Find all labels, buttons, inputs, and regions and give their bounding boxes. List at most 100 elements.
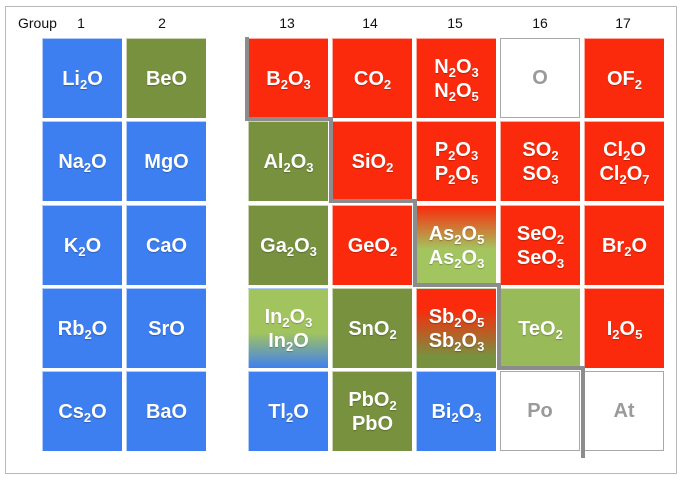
- formula-text: P: [434, 162, 449, 185]
- formula-text: SeO: [516, 222, 557, 245]
- formula-text: In: [268, 329, 286, 352]
- formula-text: O: [461, 305, 478, 328]
- formula-text: SrO: [148, 317, 185, 340]
- oxide-cell-cs2o: Cs2O: [42, 371, 122, 451]
- formula-text: As: [428, 222, 455, 245]
- formula-subscript: 2: [634, 76, 642, 92]
- formula-text: CaO: [145, 234, 188, 257]
- oxide-cell-b2o3: B2O3: [248, 38, 328, 118]
- formula-line: Bi2O3: [431, 400, 481, 424]
- formula-text: O: [293, 329, 309, 352]
- staircase-divider-7: [497, 283, 501, 369]
- formula-text: P: [434, 138, 449, 161]
- oxide-cell-sro: SrO: [126, 288, 206, 368]
- formula-line: GeO2: [348, 234, 397, 258]
- formula-text: O: [287, 67, 304, 90]
- formula-text: O: [626, 162, 643, 185]
- formula-text: Li: [62, 67, 80, 90]
- formula-line: At: [613, 399, 634, 423]
- formula-subscript: 2: [390, 243, 398, 259]
- formula-subscript: 2: [555, 326, 563, 342]
- formula-line: SnO2: [348, 317, 396, 341]
- formula-text: O: [293, 400, 309, 423]
- formula-text: BeO: [145, 67, 188, 90]
- oxide-cell-rb2o: Rb2O: [42, 288, 122, 368]
- group-number-13: 13: [279, 15, 295, 31]
- formula-subscript: 2: [83, 409, 92, 425]
- formula-subscript: 2: [619, 171, 627, 187]
- formula-text: SiO: [351, 150, 387, 173]
- formula-text: Cl: [603, 138, 624, 161]
- formula-subscript: 2: [454, 314, 462, 330]
- formula-subscript: 2: [556, 231, 565, 247]
- staircase-divider-3: [329, 117, 333, 203]
- formula-line: Cl2O7: [599, 162, 649, 186]
- oxide-cell-al2o3: Al2O3: [248, 121, 328, 201]
- staircase-divider-1: [245, 37, 249, 119]
- formula-subscript: 2: [83, 159, 92, 175]
- formula-subscript: 3: [309, 243, 317, 259]
- formula-subscript: 2: [78, 243, 86, 259]
- formula-text: Sb: [428, 305, 455, 328]
- formula-line: Sb2O3: [429, 329, 485, 353]
- formula-text: Sb: [428, 329, 455, 352]
- formula-subscript: 5: [477, 314, 485, 330]
- formula-text: O: [461, 222, 478, 245]
- formula-text: I: [606, 317, 613, 340]
- formula-line: Br2O: [602, 234, 647, 258]
- formula-text: O: [290, 150, 307, 173]
- formula-subscript: 3: [470, 147, 479, 163]
- oxide-cell-as2o5-as2o3: As2O5 As 2 O 3: [416, 205, 496, 285]
- formula-text: O: [631, 234, 648, 257]
- formula-line: P2O5: [435, 162, 478, 186]
- formula-text: CO: [353, 67, 384, 90]
- group-number-17: 17: [615, 15, 631, 31]
- formula-text: Bi: [431, 400, 452, 423]
- formula-subscript: 2: [383, 76, 392, 92]
- formula-subscript: 2: [282, 314, 290, 330]
- formula-text: SO: [522, 162, 552, 185]
- group-number-14: 14: [362, 15, 378, 31]
- group-number-1: 1: [77, 15, 85, 31]
- formula-subscript: 7: [642, 171, 650, 187]
- formula-subscript: 2: [285, 338, 294, 354]
- staircase-divider-4: [329, 199, 417, 203]
- formula-subscript: 2: [454, 255, 462, 271]
- formula-subscript: 3: [477, 255, 485, 271]
- formula-text: O: [455, 79, 472, 102]
- formula-text: B: [266, 67, 281, 90]
- formula-line: Po: [527, 399, 553, 423]
- formula-subscript: 2: [386, 159, 394, 175]
- formula-line: Tl2O: [268, 400, 309, 424]
- formula-line: SO2: [522, 138, 558, 162]
- formula-line: MgO: [144, 150, 188, 174]
- group-number-16: 16: [532, 15, 548, 31]
- formula-line: SO3: [522, 162, 558, 186]
- staircase-divider-6: [413, 283, 501, 287]
- oxide-cell-sio2: SiO2: [332, 121, 412, 201]
- formula-line: N2O3: [434, 55, 478, 79]
- formula-line: K2O: [64, 234, 101, 258]
- formula-line: Li2O: [62, 67, 103, 91]
- formula-text: MgO: [144, 150, 189, 173]
- oxide-cell-ga2o3: Ga2O3: [248, 205, 328, 285]
- formula-line: As2O5: [429, 222, 485, 246]
- formula-text: O: [289, 305, 306, 328]
- formula-subscript: 2: [286, 243, 295, 259]
- formula-subscript: 3: [471, 64, 479, 80]
- formula-text: O: [619, 317, 636, 340]
- formula-subscript: 2: [448, 64, 456, 80]
- oxide-cell-of2: OF2: [584, 38, 664, 118]
- table-frame: [5, 6, 677, 474]
- formula-text: In: [264, 305, 283, 328]
- formula-text: Al: [263, 150, 284, 173]
- formula-line: Ga2O3: [260, 234, 317, 258]
- formula-text: TeO: [518, 317, 556, 340]
- formula-text: O: [87, 67, 103, 90]
- oxide-cell-beo: BeO: [126, 38, 206, 118]
- formula-subscript: 3: [477, 338, 485, 354]
- oxide-cell-cl2o-cl2o7: Cl 2O Cl2O7: [584, 121, 664, 201]
- oxide-cell-at: At: [584, 371, 664, 451]
- formula-subscript: 5: [470, 171, 479, 187]
- formula-subscript: 2: [389, 397, 397, 413]
